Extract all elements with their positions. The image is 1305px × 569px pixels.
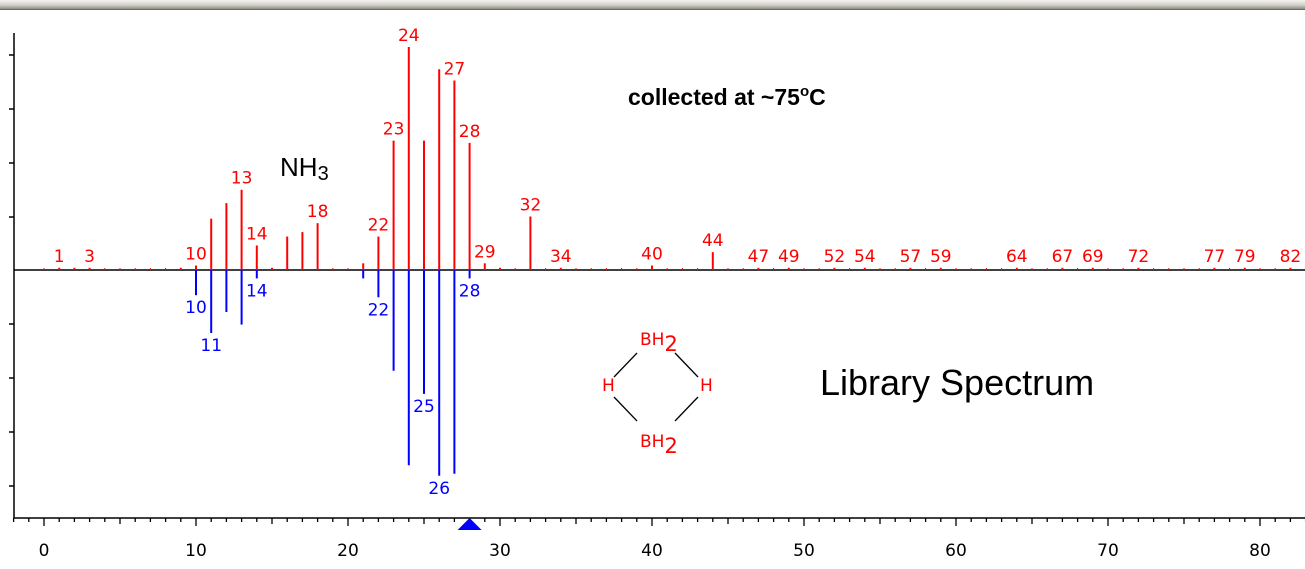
window-top-bar: [0, 0, 1305, 9]
sample-peak-label: 67: [1052, 247, 1074, 267]
sample-peak-label: 27: [444, 59, 466, 79]
x-tick-label: 80: [1249, 541, 1271, 561]
x-axis-ticks: 0 10 20 30 40 50 60 70 80: [12, 268, 1305, 561]
h-right-label: H: [700, 376, 713, 396]
sample-peak-label: 10: [185, 245, 207, 265]
x-tick-label: 20: [337, 541, 359, 561]
library-peak-label: 26: [428, 479, 450, 499]
x-tick-label: 60: [945, 541, 967, 561]
bond-bottom-left: [613, 396, 638, 422]
sample-peak-label: 72: [1128, 247, 1150, 267]
sample-peak-label: 22: [368, 216, 390, 236]
library-peak-label: 22: [368, 300, 390, 320]
sample-peak-label: 57: [900, 247, 922, 267]
sample-peak-label: 18: [307, 202, 329, 222]
bond-top-left: [613, 352, 638, 378]
x-tick-label: 0: [39, 541, 50, 561]
sample-peak-label: 77: [1204, 247, 1226, 267]
bh2-top-label: BH2: [640, 330, 678, 356]
x-tick-label: 70: [1097, 541, 1119, 561]
sample-peak-label: 29: [474, 242, 496, 262]
sample-peak-label: 32: [520, 195, 542, 215]
x-tick-label: 10: [185, 541, 207, 561]
sample-peak-label: 3: [84, 247, 95, 267]
chart-axes: [9, 33, 1305, 519]
sample-peak-label: 28: [459, 122, 481, 142]
library-peak-label: 11: [200, 336, 222, 356]
sample-peak-label: 24: [398, 26, 420, 46]
diborane-structure: BH2 H H BH2: [602, 330, 713, 458]
bh2-bottom-label: BH2: [640, 432, 678, 458]
sample-peak-label: 14: [246, 224, 268, 244]
x-tick-label: 30: [489, 541, 511, 561]
h-left-label: H: [602, 376, 615, 396]
sample-peak-label: 47: [748, 247, 770, 267]
nh3-label: NH3: [280, 152, 329, 185]
library-peak-label: 25: [413, 397, 435, 417]
sample-peak-label: 49: [778, 247, 800, 267]
library-peak-label: 14: [246, 281, 268, 301]
sample-peak-label: 1: [54, 247, 65, 267]
x-tick-label: 50: [793, 541, 815, 561]
sample-peak-label: 40: [641, 245, 663, 265]
current-mass-marker-icon[interactable]: [457, 518, 482, 530]
sample-peak-label: 82: [1280, 247, 1302, 267]
sample-peak-label: 44: [702, 231, 724, 251]
sample-peak-label: 79: [1234, 247, 1256, 267]
library-peak-label: 28: [459, 281, 481, 301]
sample-peak-label: 13: [231, 169, 253, 189]
sample-peak-label: 69: [1082, 247, 1104, 267]
library-peak-label: 10: [185, 298, 207, 318]
sample-peak-label: 59: [930, 247, 952, 267]
spectrum-bars: [58, 47, 1292, 476]
bond-top-right: [674, 352, 699, 378]
bond-bottom-right: [674, 396, 699, 422]
peak-labels: 1 3 10 13 14 18 22 23 24 27 28 29 32 34 40 44 47 49 52 54 57…: [54, 26, 1301, 499]
x-tick-label: 40: [641, 541, 663, 561]
sample-peak-label: 23: [383, 120, 405, 140]
sample-peak-label: 54: [854, 247, 876, 267]
sample-peak-label: 64: [1006, 247, 1028, 267]
window-top-edge: [0, 9, 1305, 10]
sample-peak-label: 34: [550, 247, 572, 267]
collected-note: collected at ~75oC: [628, 83, 826, 110]
library-spectrum-label: Library Spectrum: [820, 362, 1094, 403]
sample-peak-label: 52: [824, 247, 846, 267]
